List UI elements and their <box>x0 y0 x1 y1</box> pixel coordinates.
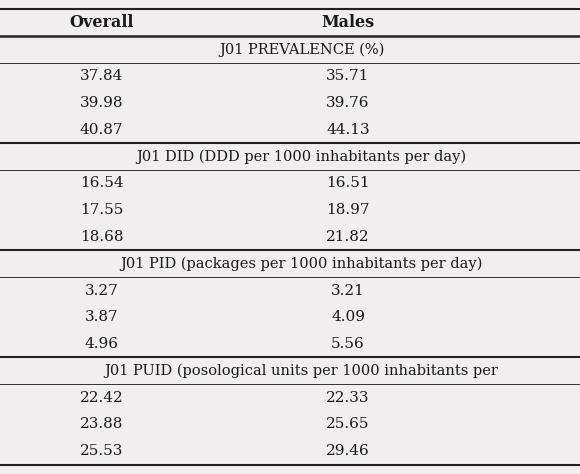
Text: 21.82: 21.82 <box>326 230 370 244</box>
Text: J01 PUID (posological units per 1000 inhabitants per: J01 PUID (posological units per 1000 inh… <box>104 364 499 378</box>
Text: Overall: Overall <box>70 14 133 31</box>
Text: 23.88: 23.88 <box>80 418 123 431</box>
Text: 18.97: 18.97 <box>326 203 370 217</box>
Text: 25.53: 25.53 <box>80 444 123 458</box>
Text: 4.96: 4.96 <box>85 337 118 351</box>
Text: 39.98: 39.98 <box>80 96 123 110</box>
Text: 17.55: 17.55 <box>80 203 123 217</box>
Text: 40.87: 40.87 <box>80 123 123 137</box>
Text: 29.46: 29.46 <box>326 444 370 458</box>
Text: 22.42: 22.42 <box>79 391 124 405</box>
Text: 3.27: 3.27 <box>85 283 118 298</box>
Text: 39.76: 39.76 <box>326 96 370 110</box>
Text: 4.09: 4.09 <box>331 310 365 324</box>
Text: 22.33: 22.33 <box>326 391 370 405</box>
Text: 3.21: 3.21 <box>331 283 365 298</box>
Text: 3.87: 3.87 <box>85 310 118 324</box>
Text: J01 PREVALENCE (%): J01 PREVALENCE (%) <box>219 43 385 57</box>
Text: J01 DID (DDD per 1000 inhabitants per day): J01 DID (DDD per 1000 inhabitants per da… <box>136 149 467 164</box>
Text: Males: Males <box>321 14 375 31</box>
Text: 16.54: 16.54 <box>79 176 124 191</box>
Text: 25.65: 25.65 <box>326 418 370 431</box>
Text: 35.71: 35.71 <box>327 69 369 83</box>
Text: 37.84: 37.84 <box>80 69 123 83</box>
Text: 18.68: 18.68 <box>80 230 123 244</box>
Text: J01 PID (packages per 1000 inhabitants per day): J01 PID (packages per 1000 inhabitants p… <box>121 256 483 271</box>
Text: 16.51: 16.51 <box>326 176 370 191</box>
Text: 5.56: 5.56 <box>331 337 365 351</box>
Text: 44.13: 44.13 <box>326 123 370 137</box>
